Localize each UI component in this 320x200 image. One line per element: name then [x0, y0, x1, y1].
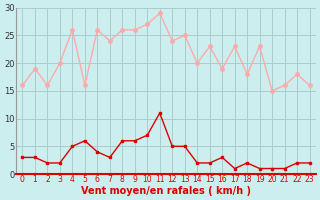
- X-axis label: Vent moyen/en rafales ( km/h ): Vent moyen/en rafales ( km/h ): [81, 186, 251, 196]
